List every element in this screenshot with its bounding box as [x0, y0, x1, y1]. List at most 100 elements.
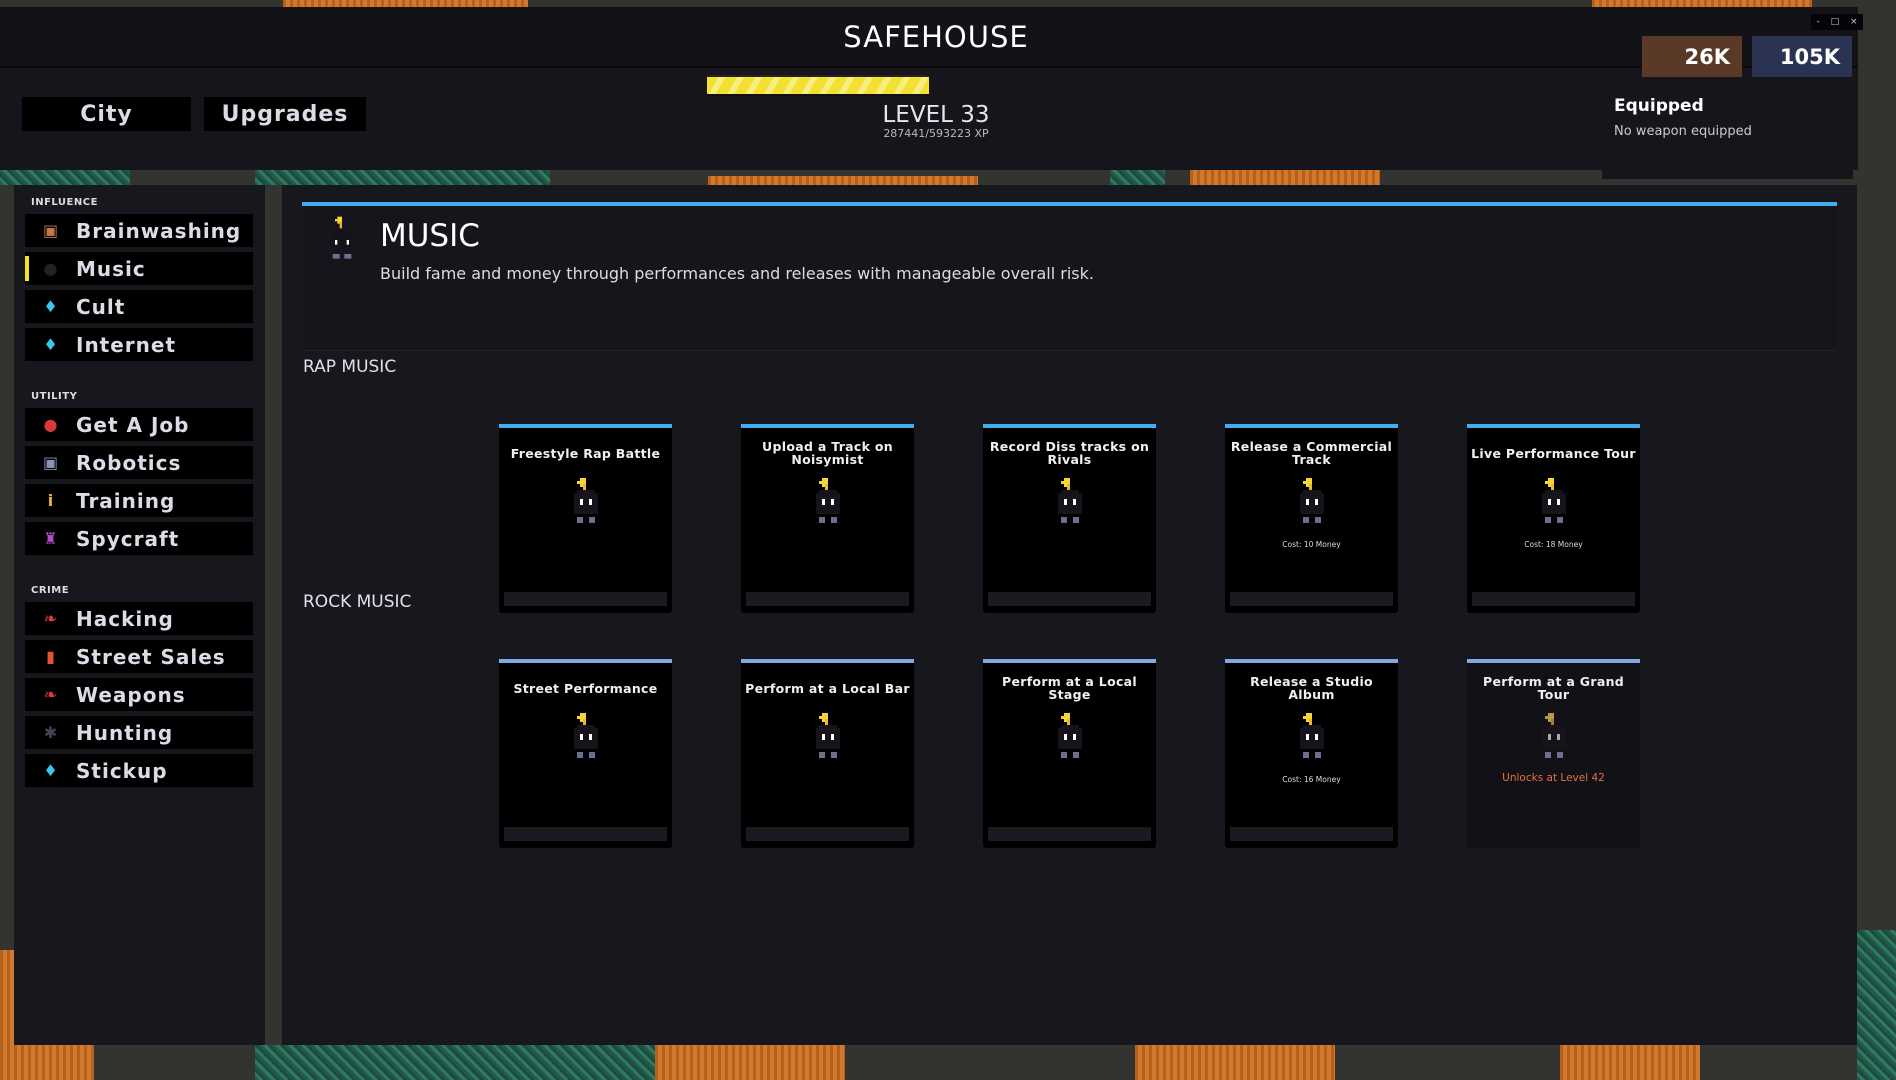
- category-label: ROCK MUSIC: [303, 592, 412, 612]
- upgrades-button[interactable]: Upgrades: [204, 97, 366, 131]
- bomb-icon: [1536, 478, 1572, 526]
- activity-card[interactable]: Perform at a Local Bar: [741, 659, 914, 848]
- activity-progress-bar: [988, 827, 1151, 841]
- category-description: Build fame and money through performance…: [380, 264, 1094, 283]
- activity-title: Street Performance: [513, 680, 658, 696]
- bomb-icon: [1294, 713, 1330, 761]
- activity-progress-bar: [1472, 592, 1635, 606]
- sidebar-item-weapons[interactable]: ❧ Weapons: [25, 678, 253, 711]
- sidebar-item-cult[interactable]: ♦ Cult: [25, 290, 253, 323]
- window-controls: - □ ×: [1811, 14, 1863, 30]
- sidebar-item-label: Hacking: [76, 606, 174, 631]
- minimize-button[interactable]: -: [1816, 17, 1820, 27]
- activity-title: Upload a Track on Noisymist: [762, 439, 893, 467]
- bomb-icon: ●: [43, 259, 59, 278]
- bomb-icon: [1052, 478, 1088, 526]
- activity-title: Record Diss tracks on Rivals: [989, 439, 1150, 467]
- level-label: LEVEL 33: [882, 102, 990, 128]
- sidebar-item-hacking[interactable]: ❧ Hacking: [25, 602, 253, 635]
- sidebar-item-hunting[interactable]: ✱ Hunting: [25, 716, 253, 749]
- activity-card[interactable]: Upload a Track on Noisymist: [741, 424, 914, 613]
- activity-progress-bar: [504, 592, 667, 606]
- bomb-icon: [568, 478, 604, 526]
- activity-card[interactable]: Release a Commercial Track Cost: 10 Money: [1225, 424, 1398, 613]
- sidebar-item-brainwashing[interactable]: ▣ Brainwashing: [25, 214, 253, 247]
- sidebar-item-label: Robotics: [76, 450, 182, 475]
- sidebar-item-training[interactable]: i Training: [25, 484, 253, 517]
- spider-icon: ✱: [43, 723, 59, 742]
- sidebar-item-label: Brainwashing: [76, 218, 242, 243]
- blue-creature-icon: ♦: [43, 297, 59, 316]
- activity-card[interactable]: Street Performance: [499, 659, 672, 848]
- sidebar-item-street-sales[interactable]: ▮ Street Sales: [25, 640, 253, 673]
- activity-title: Perform at a Local Stage: [1001, 674, 1137, 702]
- sidebar-section-label: INFLUENCE: [31, 197, 98, 208]
- money-counter: 26K: [1642, 36, 1742, 77]
- info-creature-icon: i: [47, 491, 55, 510]
- sidebar-item-spycraft[interactable]: ♜ Spycraft: [25, 522, 253, 555]
- activity-title: Freestyle Rap Battle: [510, 445, 661, 461]
- activity-card[interactable]: Perform at a Local Stage: [983, 659, 1156, 848]
- activity-card[interactable]: Record Diss tracks on Rivals: [983, 424, 1156, 613]
- tomato-icon: ●: [43, 415, 59, 434]
- sidebar-item-label: Stickup: [76, 758, 168, 783]
- activity-card[interactable]: Release a Studio Album Cost: 16 Money: [1225, 659, 1398, 848]
- sidebar-item-label: Spycraft: [76, 526, 180, 551]
- activity-title: Perform at a Grand Tour: [1482, 674, 1625, 702]
- sidebar-section-label: CRIME: [31, 585, 70, 596]
- sidebar-item-label: Music: [76, 256, 146, 281]
- maximize-button[interactable]: □: [1830, 17, 1840, 27]
- bomb-icon: [810, 478, 846, 526]
- activity-progress-bar: [504, 827, 667, 841]
- sidebar-item-stickup[interactable]: ♦ Stickup: [25, 754, 253, 787]
- activity-progress-bar: [988, 592, 1151, 606]
- activity-title: Release a Studio Album: [1250, 674, 1373, 702]
- sidebar-item-get-a-job[interactable]: ● Get A Job: [25, 408, 253, 441]
- sidebar-item-label: Cult: [76, 294, 126, 319]
- sidebar-item-label: Street Sales: [76, 644, 226, 669]
- blue-creature-icon: ♦: [43, 761, 59, 780]
- bomb-icon: [810, 713, 846, 761]
- sidebar-item-label: Hunting: [76, 720, 174, 745]
- bomb-icon: [1052, 713, 1088, 761]
- activity-progress-bar: [1230, 592, 1393, 606]
- activity-title: Live Performance Tour: [1471, 445, 1636, 461]
- sidebar-item-label: Internet: [76, 332, 177, 357]
- activity-progress-bar: [746, 592, 909, 606]
- red-creature-icon: ▮: [46, 647, 56, 666]
- sidebar-item-label: Training: [76, 488, 176, 513]
- sidebar-item-robotics[interactable]: ▣ Robotics: [25, 446, 253, 479]
- activity-progress-bar: [1230, 827, 1393, 841]
- sidebar-item-internet[interactable]: ♦ Internet: [25, 328, 253, 361]
- bomb-icon: [568, 713, 604, 761]
- secondary-currency-counter: 105K: [1752, 36, 1852, 77]
- equipped-title: Equipped: [1614, 96, 1704, 116]
- chili-icon: ❧: [43, 685, 59, 704]
- activity-card[interactable]: Live Performance Tour Cost: 18 Money: [1467, 424, 1640, 613]
- activity-progress-bar: [746, 827, 909, 841]
- close-button[interactable]: ×: [1849, 17, 1858, 27]
- chili-icon: ❧: [43, 609, 59, 628]
- bomb-icon: [1536, 713, 1572, 761]
- spy-creature-icon: ♜: [43, 529, 59, 548]
- activity-title: Release a Commercial Track: [1230, 439, 1393, 467]
- category-title: MUSIC: [380, 218, 480, 254]
- unlock-requirement: Unlocks at Level 42: [1502, 772, 1605, 784]
- xp-progress-bar: [707, 75, 929, 96]
- city-button[interactable]: City: [22, 97, 191, 131]
- equipped-weapon: No weapon equipped: [1614, 124, 1752, 139]
- activity-cost: Cost: 16 Money: [1282, 775, 1341, 784]
- blue-creature-icon: ♦: [43, 335, 59, 354]
- title-bar: [0, 7, 1858, 68]
- window-title: SAFEHOUSE: [843, 20, 1029, 54]
- activity-card[interactable]: Freestyle Rap Battle: [499, 424, 672, 613]
- music-bomb-icon: [332, 216, 352, 259]
- activity-card: Perform at a Grand Tour Unlocks at Level …: [1467, 659, 1640, 848]
- sidebar-item-label: Get A Job: [76, 412, 190, 437]
- activity-title: Perform at a Local Bar: [745, 680, 910, 696]
- activity-cost: Cost: 18 Money: [1524, 540, 1583, 549]
- equipped-panel-extension: [1602, 170, 1853, 179]
- sidebar-item-music[interactable]: ● Music: [25, 252, 253, 285]
- bomb-icon: [1294, 478, 1330, 526]
- xp-text: 287441/593223 XP: [883, 127, 989, 140]
